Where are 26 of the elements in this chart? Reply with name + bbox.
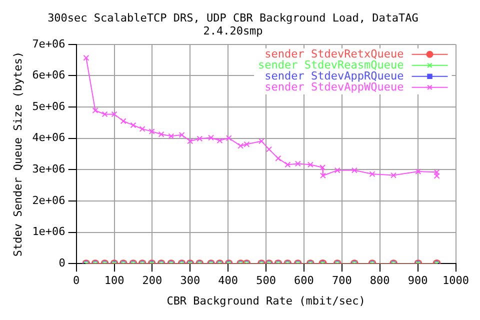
x-tick-label: 500 (256, 274, 276, 288)
y-tick-label: 5e+06 (32, 100, 66, 113)
y-tick-label: 0 (58, 256, 66, 270)
x-tick-label: 0 (73, 274, 80, 288)
x-axis-title: CBR Background Rate (mbit/sec) (166, 294, 366, 308)
y-tick-label: 2e+06 (32, 194, 66, 207)
legend-label: sender StdevReasmQueue (258, 58, 404, 72)
y-tick-label: 1e+06 (32, 225, 66, 238)
x-tick-label: 200 (142, 274, 162, 288)
y-tick-label: 7e+06 (32, 37, 66, 50)
x-tick-label: 800 (370, 274, 390, 288)
y-tick-label: 3e+06 (32, 162, 66, 176)
text: 2.4.20smp (203, 24, 263, 38)
y-tick-label: 6e+06 (32, 68, 66, 82)
x-tick-label: 1000 (442, 274, 470, 288)
y-tick-label: 4e+06 (32, 131, 66, 144)
x-tick-label: 400 (218, 274, 238, 288)
legend-label: sender StdevAppRQueue (264, 69, 404, 82)
y-axis-title: Stdev Sender Queue Size (bytes) (11, 51, 24, 257)
x-tick-label: 700 (332, 274, 352, 288)
x-tick-label: 300 (180, 274, 200, 288)
x-tick-label: 900 (408, 274, 428, 288)
x-tick-label: 600 (294, 274, 314, 288)
x-tick-label: 100 (104, 274, 124, 288)
legend-label: sender StdevRetxQueue (264, 47, 404, 60)
text: 300sec ScalableTCP DRS, UDP CBR Background Load, DataTAG (48, 11, 418, 24)
